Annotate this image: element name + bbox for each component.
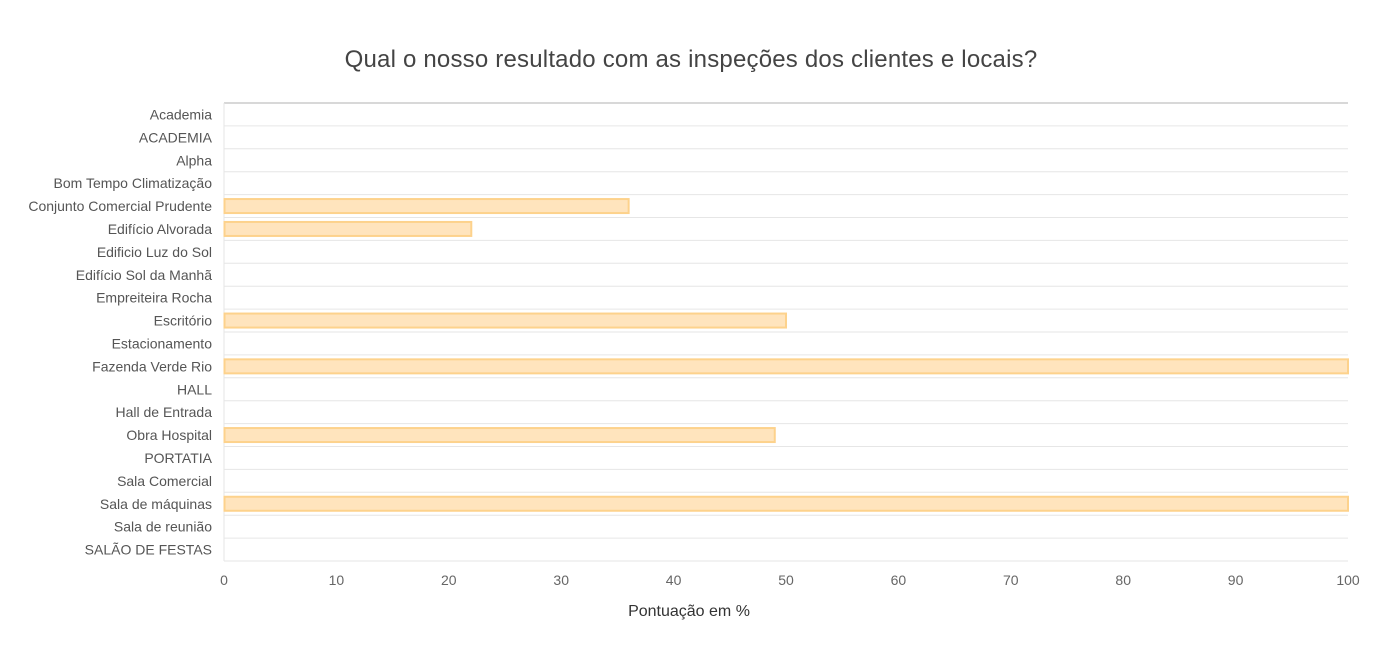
- category-label: Empreiteira Rocha: [96, 290, 212, 306]
- x-tick-label: 20: [441, 572, 457, 588]
- x-tick-label: 40: [666, 572, 682, 588]
- category-label: Edifício Alvorada: [108, 221, 212, 237]
- category-label: PORTATIA: [144, 450, 212, 466]
- category-label: SALÃO DE FESTAS: [85, 542, 212, 558]
- bar[interactable]: [223, 495, 1349, 512]
- category-label: Edificio Luz do Sol: [97, 244, 212, 260]
- x-tick-label: 50: [778, 572, 794, 588]
- category-label: Bom Tempo Climatização: [54, 175, 213, 191]
- bar[interactable]: [223, 220, 473, 237]
- category-label: HALL: [177, 381, 212, 397]
- x-tick-label: 30: [553, 572, 569, 588]
- bar[interactable]: [223, 358, 1349, 375]
- category-label: Estacionamento: [112, 335, 213, 351]
- category-label: Sala de máquinas: [100, 496, 212, 512]
- bar[interactable]: [223, 198, 630, 215]
- category-label: Hall de Entrada: [115, 404, 212, 420]
- x-tick-label: 100: [1336, 572, 1360, 588]
- category-label: Edifício Sol da Manhã: [76, 267, 212, 283]
- x-tick-label: 70: [1003, 572, 1019, 588]
- category-label: Academia: [150, 106, 212, 122]
- bar[interactable]: [223, 427, 776, 444]
- category-label: Sala Comercial: [117, 473, 212, 489]
- category-label: ACADEMIA: [139, 129, 213, 145]
- x-axis-title: Pontuação em %: [628, 603, 750, 620]
- category-label: Alpha: [176, 152, 212, 168]
- bar[interactable]: [223, 312, 787, 329]
- x-tick-label: 90: [1228, 572, 1244, 588]
- category-label: Conjunto Comercial Prudente: [28, 198, 212, 214]
- x-tick-label: 10: [329, 572, 345, 588]
- category-label: Obra Hospital: [126, 427, 212, 443]
- category-label: Fazenda Verde Rio: [92, 358, 212, 374]
- x-tick-label: 60: [891, 572, 907, 588]
- x-tick-label: 0: [220, 572, 228, 588]
- category-label: Escritório: [154, 313, 213, 329]
- category-label: Sala de reunião: [114, 519, 212, 535]
- x-tick-label: 80: [1115, 572, 1131, 588]
- chart-title: Qual o nosso resultado com as inspeções …: [344, 46, 1038, 73]
